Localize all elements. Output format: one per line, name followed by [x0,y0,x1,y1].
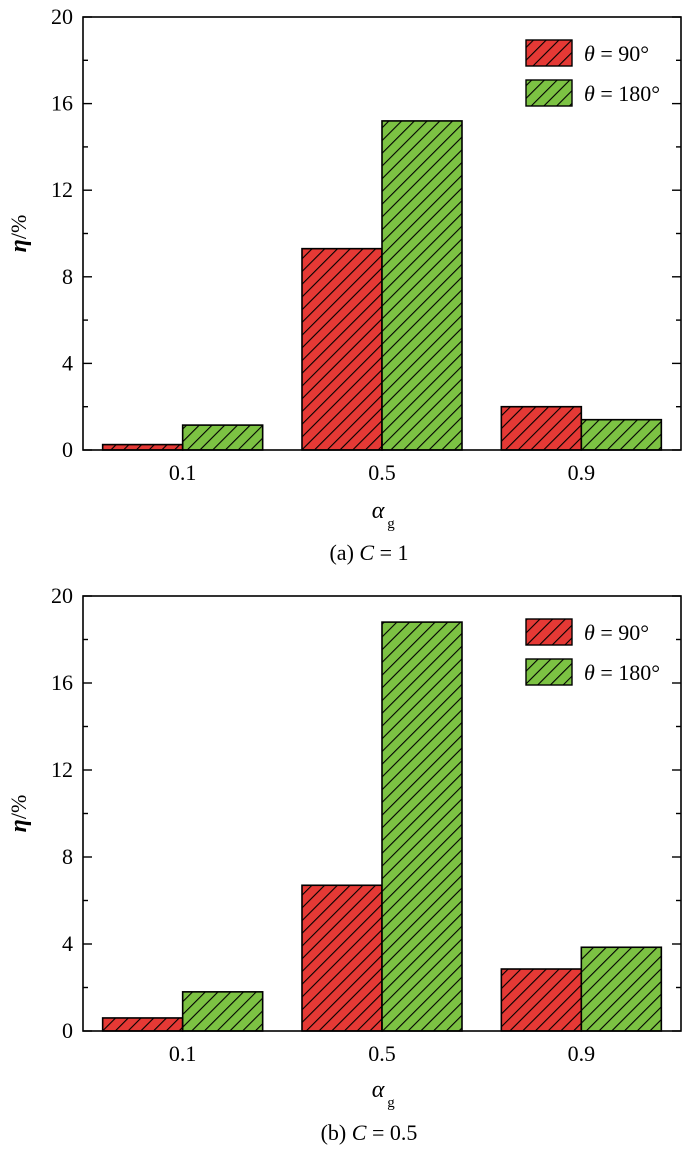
legend-value: = 180° [595,660,660,685]
legend-value: = 180° [595,81,660,106]
y-tick-label: 8 [62,264,73,289]
legend-swatch-theta-180 [525,79,573,107]
panel-caption: (b) C = 0.5 [321,1120,418,1145]
y-axis-title-var: η [6,239,32,252]
bar-theta-90-0.9 [500,405,583,451]
bar-theta-90-0.9 [500,968,583,1032]
x-tick-label: 0.1 [169,460,197,485]
y-tick-label: 12 [51,757,73,782]
caption-prefix: (b) [321,1120,352,1145]
bar-theta-180-0.5 [381,120,463,451]
legend-swatch-theta-180 [525,658,573,686]
x-tick-label: 0.9 [568,1041,596,1066]
x-axis-title-subscript: g [387,516,395,532]
caption-prefix: (a) [329,540,359,565]
legend-var: θ [584,660,595,685]
x-tick-label: 0.5 [368,1041,396,1066]
bar-theta-90-0.1 [101,1017,184,1032]
bar-theta-90-0.5 [301,884,383,1032]
bar-theta-180-0.5 [381,621,463,1032]
x-tick-label: 0.9 [568,460,596,485]
y-axis-title-unit: /% [6,215,31,239]
y-tick-label: 12 [51,177,73,202]
x-tick-label: 0.5 [368,460,396,485]
x-axis-title: α [372,498,385,524]
y-axis-title-var: η [6,819,32,832]
y-tick-label: 16 [51,670,73,695]
y-tick-label: 4 [62,350,73,375]
y-tick-label: 8 [62,844,73,869]
caption-var: C [352,1120,367,1145]
bar-theta-180-0.9 [580,946,663,1032]
caption-value: = 0.5 [366,1120,417,1145]
y-tick-label: 0 [62,1018,73,1043]
bar-theta-180-0.1 [181,424,264,451]
legend-label-theta-180: θ = 180° [584,81,660,106]
y-tick-label: 4 [62,931,73,956]
bar-theta-90-0.5 [301,247,383,451]
legend-label-theta-180: θ = 180° [584,660,660,685]
x-tick-label: 0.1 [169,1041,197,1066]
legend-swatch-theta-90 [525,618,573,646]
y-tick-label: 20 [51,583,73,608]
legend-label-theta-90: θ = 90° [584,620,649,645]
caption-value: = 1 [374,540,408,565]
x-axis-title-subscript: g [387,1095,395,1111]
panel-caption: (a) C = 1 [329,540,408,565]
y-axis-title: η/% [6,795,32,833]
legend-var: θ [584,41,595,66]
legend-value: = 90° [595,41,649,66]
bar-theta-180-0.1 [181,991,264,1032]
y-axis-title-unit: /% [6,795,31,819]
y-tick-label: 20 [51,4,73,29]
y-tick-label: 16 [51,91,73,116]
bar-theta-90-0.1 [101,443,184,451]
legend-var: θ [584,620,595,645]
legend-value: = 90° [595,620,649,645]
caption-var: C [359,540,374,565]
y-axis-title: η/% [6,215,32,253]
bar-theta-180-0.9 [580,418,663,451]
x-axis-title: α [372,1077,385,1103]
y-tick-label: 0 [62,437,73,462]
legend-label-theta-90: θ = 90° [584,41,649,66]
legend-var: θ [584,81,595,106]
legend-swatch-theta-90 [525,39,573,67]
